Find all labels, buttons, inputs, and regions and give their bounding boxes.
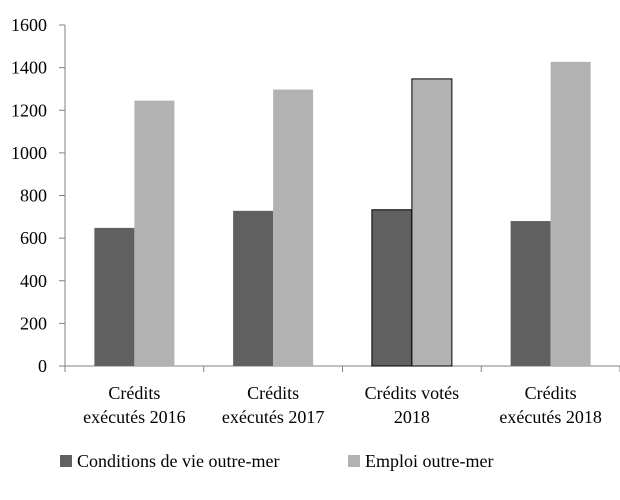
x-category-label-line: Crédits [525, 383, 577, 403]
legend: Conditions de vie outre-mer Emploi outre-… [60, 451, 493, 471]
y-tick-label: 1200 [11, 100, 47, 120]
bar-series-1-category-3 [550, 61, 591, 366]
legend-label: Conditions de vie outre-mer [77, 451, 279, 471]
x-category-label-line: Crédits votés [365, 383, 460, 403]
x-category-label: Crédits exécutés 2018 [499, 383, 601, 427]
y-tick-label: 0 [38, 356, 47, 376]
bar-series-1-category-1 [273, 89, 314, 366]
legend-swatch [348, 455, 360, 467]
legend-label: Emploi outre-mer [365, 451, 493, 471]
x-category-label: Crédits exécutés 2016 [83, 383, 185, 427]
x-category-label-line: exécutés 2017 [222, 407, 324, 427]
y-tick-label: 1600 [11, 15, 47, 35]
bar-series-0-category-0 [94, 227, 135, 366]
legend-swatch [60, 455, 72, 467]
bar-series-1-category-2 [411, 78, 453, 367]
x-category-label-line: 2018 [394, 407, 430, 427]
x-axis: Crédits exécutés 2016 Crédits exécutés 2017… [64, 365, 620, 427]
y-tick-label: 200 [20, 313, 47, 333]
y-tick-label: 400 [20, 271, 47, 291]
bars-group [94, 61, 591, 367]
y-tick-label: 1400 [11, 58, 47, 78]
bar-series-0-category-2 [371, 209, 413, 367]
y-tick-label: 600 [20, 228, 47, 248]
bar-series-0-category-3 [510, 221, 551, 366]
x-category-label: Crédits exécutés 2017 [222, 383, 324, 427]
y-tick-label: 800 [20, 186, 47, 206]
x-category-label-line: exécutés 2016 [83, 407, 185, 427]
x-category-label: Crédits votés 2018 [365, 383, 460, 427]
x-category-label-line: exécutés 2018 [499, 407, 601, 427]
y-axis: 0 200 400 600 800 1000 1200 1400 1600 [11, 15, 66, 376]
bar-series-1-category-0 [134, 100, 175, 367]
bar-series-0-category-1 [233, 210, 274, 366]
y-tick-label: 1000 [11, 143, 47, 163]
x-category-label-line: Crédits [247, 383, 299, 403]
x-category-label-line: Crédits [108, 383, 160, 403]
